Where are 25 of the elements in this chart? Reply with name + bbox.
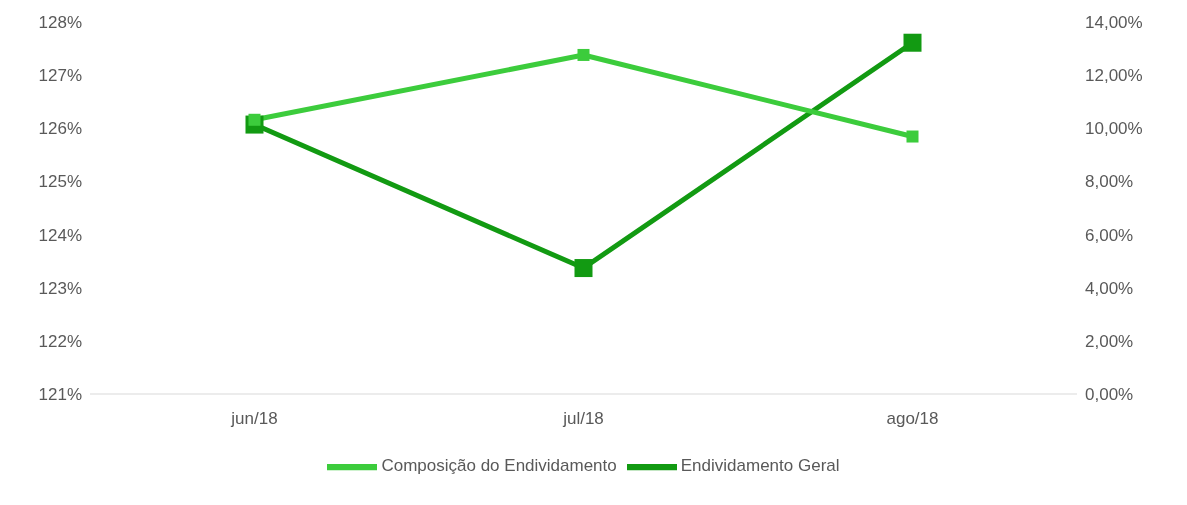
legend-label: Composição do Endividamento [381, 456, 617, 476]
y-tick-label: 121% [38, 385, 82, 405]
x-tick-label: jul/18 [562, 409, 604, 429]
y-tick-label: 128% [38, 13, 82, 33]
y-tick-label: 127% [38, 66, 82, 86]
x-tick-label: jun/18 [230, 409, 278, 429]
y-tick-label: 125% [38, 172, 82, 192]
x-tick-label: ago/18 [886, 409, 939, 429]
point [577, 48, 590, 61]
y2-tick-label: 6,00% [1085, 225, 1134, 245]
y2-tick-label: 8,00% [1085, 172, 1134, 192]
legend-label: Endividamento Geral [680, 456, 840, 476]
point [574, 259, 593, 278]
point [903, 33, 922, 52]
y-tick-label: 123% [38, 278, 82, 298]
y-tick-label: 122% [38, 331, 82, 351]
y2-tick-label: 12,00% [1085, 66, 1143, 86]
y-tick-label: 126% [38, 119, 82, 139]
y2-tick-label: 14,00% [1085, 13, 1143, 33]
y-tick-label: 124% [38, 225, 82, 245]
point [906, 130, 919, 143]
y2-tick-label: 4,00% [1085, 278, 1134, 298]
y2-tick-label: 0,00% [1085, 385, 1134, 405]
y2-tick-label: 2,00% [1085, 331, 1134, 351]
y2-tick-label: 10,00% [1085, 119, 1143, 139]
